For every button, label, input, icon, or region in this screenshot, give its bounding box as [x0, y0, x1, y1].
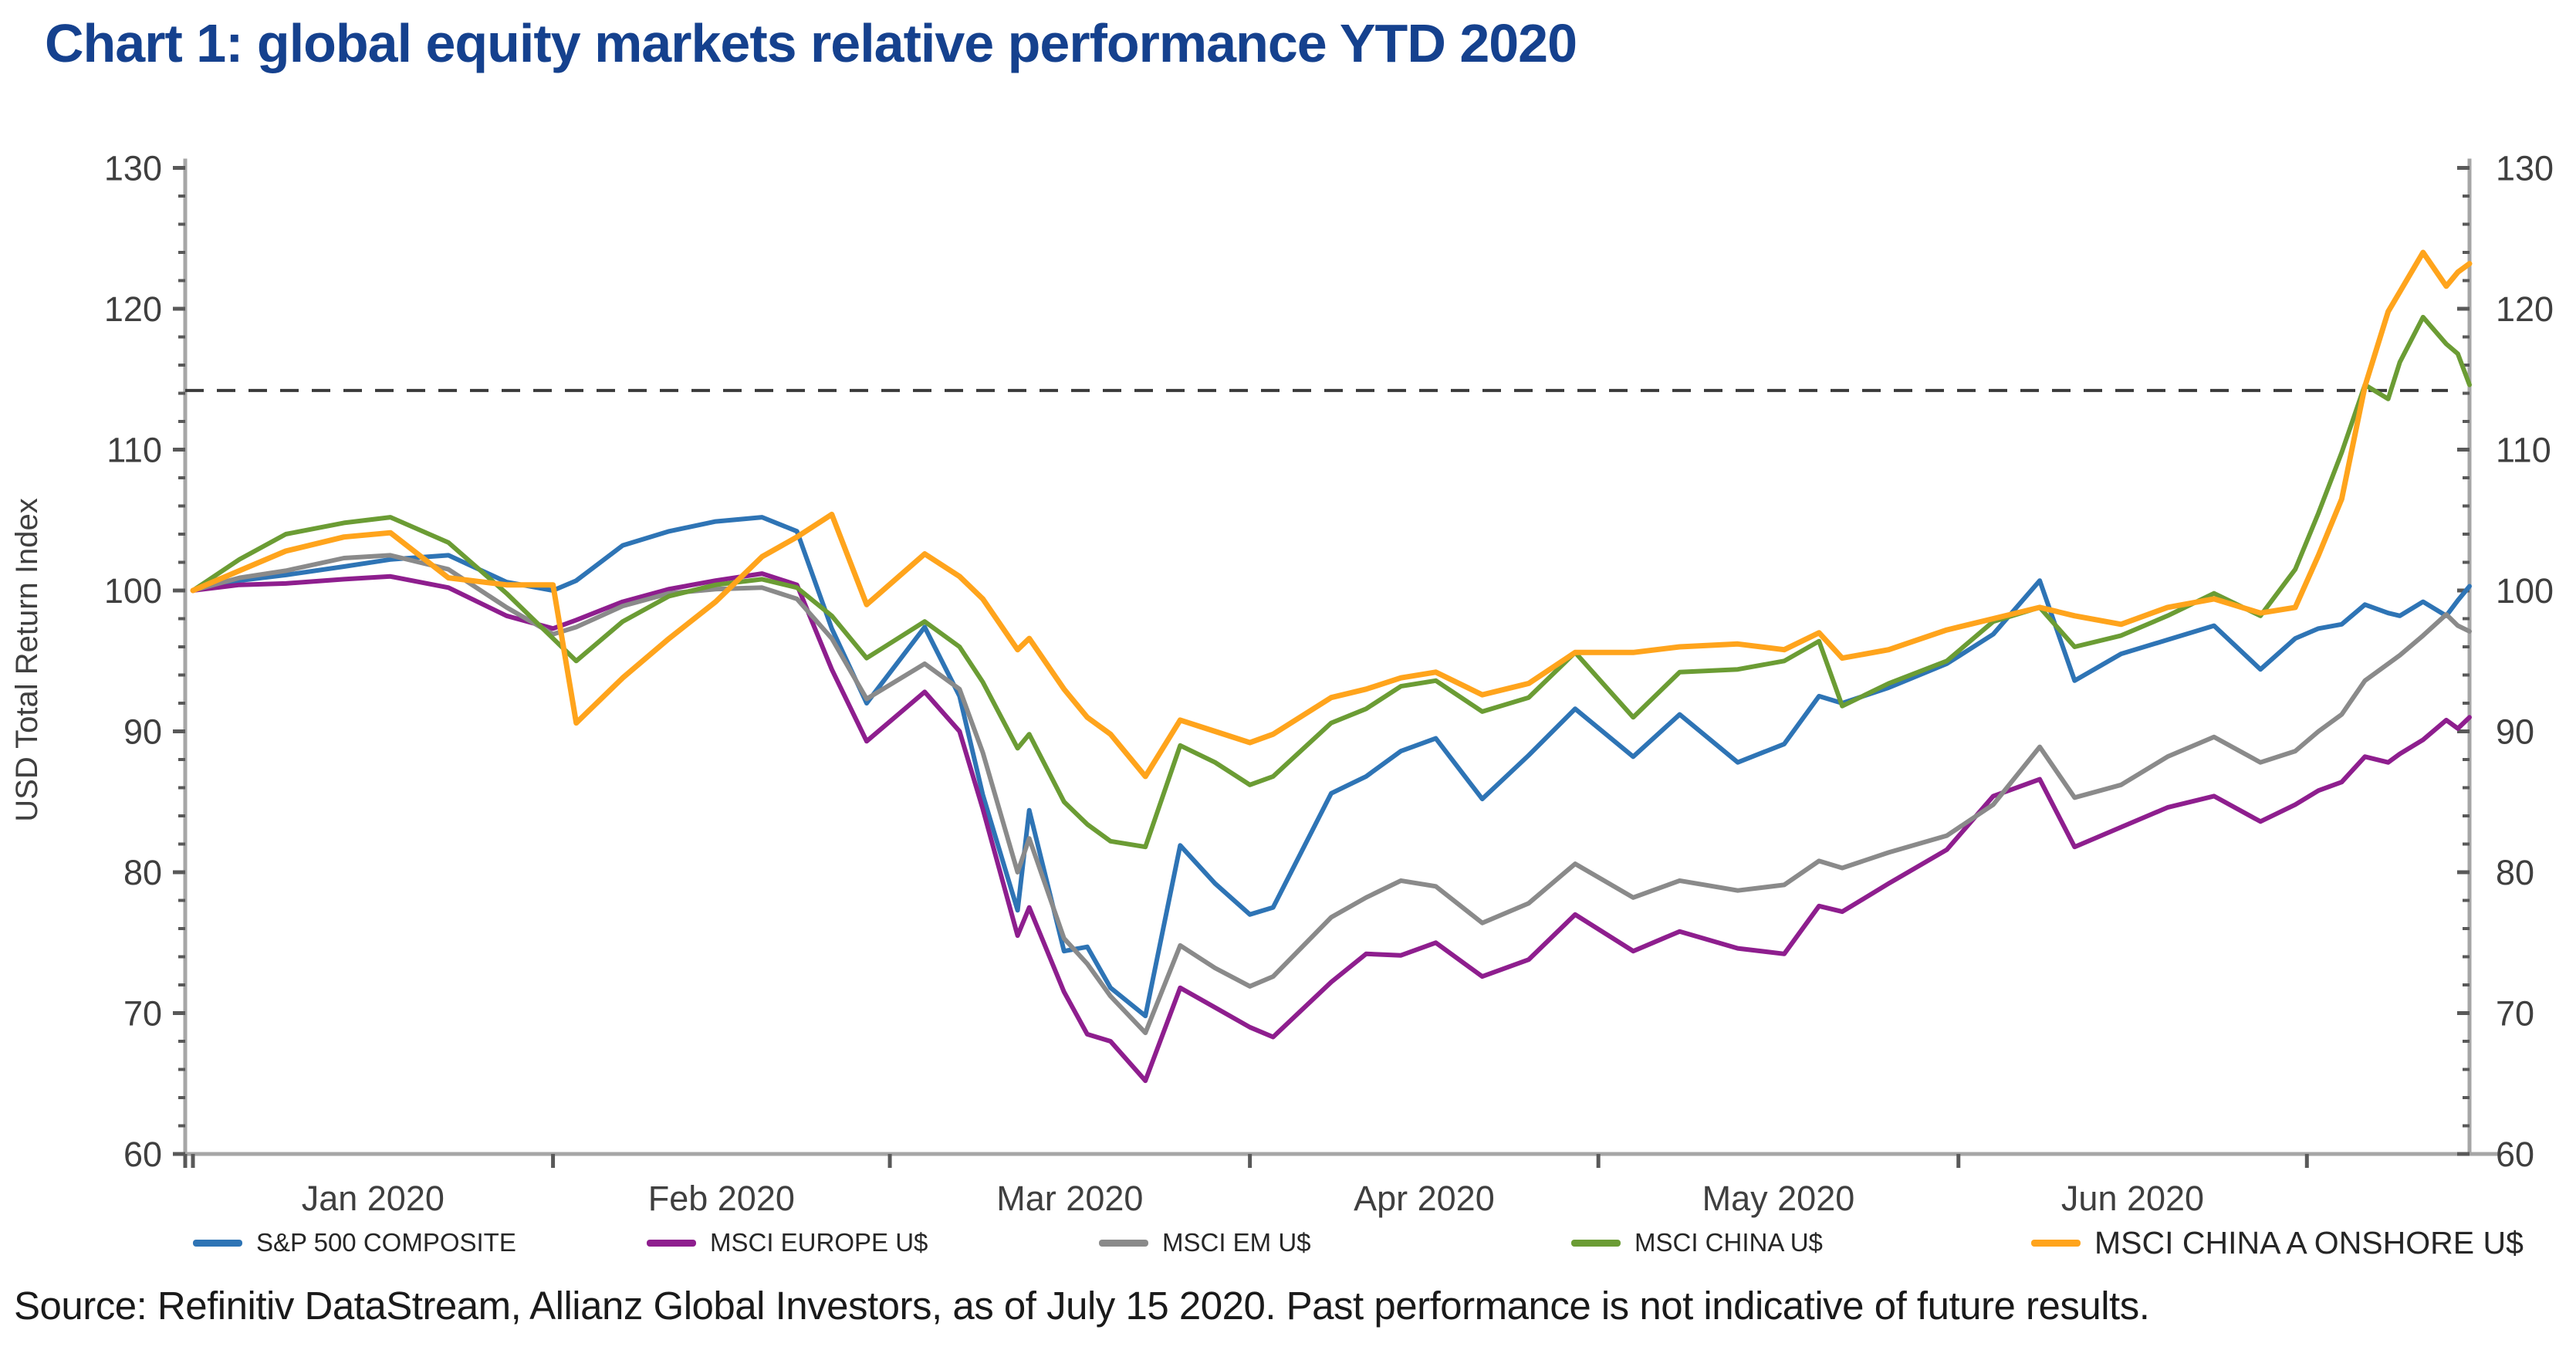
y-axis-title: USD Total Return Index	[10, 498, 44, 821]
legend-swatch-icon	[647, 1239, 696, 1247]
x-tick-label: Mar 2020	[996, 1179, 1143, 1218]
series-line-msci-em-u-	[191, 553, 2472, 1036]
series-line-s-p-500-composite	[191, 515, 2472, 1019]
y-tick-label-right: 100	[2496, 571, 2554, 611]
legend-label: MSCI CHINA U$	[1635, 1228, 1823, 1257]
y-tick-label-left: 130	[104, 149, 162, 188]
series-line-msci-china-u-	[191, 314, 2472, 850]
x-tick-label: May 2020	[1702, 1179, 1855, 1218]
x-tick-label: Feb 2020	[648, 1179, 795, 1218]
y-tick-label-right: 90	[2496, 712, 2534, 752]
legend-label: MSCI CHINA A ONSHORE U$	[2094, 1224, 2524, 1260]
legend-label: MSCI EUROPE U$	[710, 1228, 928, 1257]
legend-swatch-icon	[193, 1239, 242, 1247]
chart-legend: S&P 500 COMPOSITE MSCI EUROPE U$ MSCI EM U…	[0, 1223, 2576, 1263]
y-tick-label-left: 100	[104, 571, 162, 611]
y-tick-label-right: 130	[2496, 149, 2554, 188]
source-note: Source: Refinitiv DataStream, Allianz Gl…	[14, 1284, 2150, 1328]
legend-label: MSCI EM U$	[1162, 1228, 1311, 1257]
chart-title: Chart 1: global equity markets relative …	[45, 13, 1577, 73]
y-tick-label-left: 120	[104, 289, 162, 329]
y-tick-label-right: 120	[2496, 289, 2554, 329]
series-line-msci-china-a-onshore-u-	[190, 249, 2473, 780]
legend-item-msci-china-u-: MSCI CHINA U$	[1571, 1223, 1823, 1263]
y-tick-label-left: 80	[123, 853, 162, 892]
legend-item-msci-europe-u-: MSCI EUROPE U$	[647, 1223, 928, 1263]
series-line-msci-europe-u-	[191, 571, 2472, 1084]
x-tick-label: Jun 2020	[2061, 1179, 2204, 1218]
legend-swatch-icon	[2031, 1239, 2081, 1247]
y-tick-label-right: 70	[2496, 994, 2534, 1034]
axes-layer: 60 60 70 70 80 80 90 90 100 100 110 110 120 120 130 130…	[10, 149, 2554, 1219]
y-tick-label-right: 60	[2496, 1135, 2534, 1174]
y-tick-label-left: 60	[123, 1135, 162, 1174]
y-tick-label-left: 110	[106, 431, 162, 470]
x-tick-label: Apr 2020	[1354, 1179, 1495, 1218]
y-tick-label-left: 70	[123, 994, 162, 1034]
legend-label: S&P 500 COMPOSITE	[256, 1228, 516, 1257]
legend-item-msci-em-u-: MSCI EM U$	[1099, 1223, 1311, 1263]
legend-item-s-p-500-composite: S&P 500 COMPOSITE	[193, 1223, 516, 1263]
x-tick-label: Jan 2020	[302, 1179, 445, 1218]
y-tick-label-left: 90	[123, 712, 162, 752]
y-tick-label-right: 80	[2496, 853, 2534, 892]
y-tick-label-right: 110	[2496, 431, 2551, 470]
legend-swatch-icon	[1099, 1239, 1148, 1247]
legend-item-msci-china-a-onshore-u-: MSCI CHINA A ONSHORE U$	[2031, 1223, 2524, 1263]
series-layer	[190, 249, 2473, 1084]
legend-swatch-icon	[1571, 1239, 1621, 1247]
